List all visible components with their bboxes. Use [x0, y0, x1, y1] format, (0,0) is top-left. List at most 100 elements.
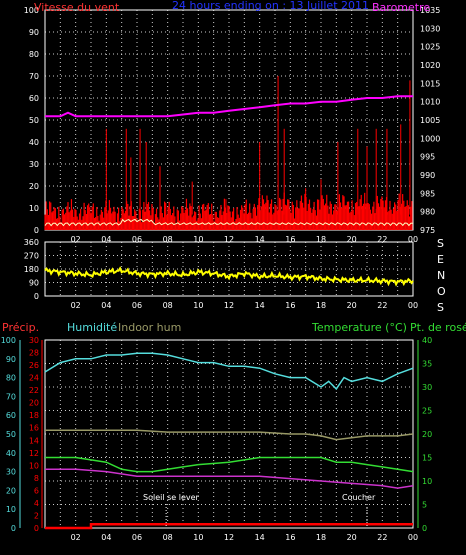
temperature-y-tick-label: 15 — [422, 454, 432, 463]
precip-y-tick-label: 14 — [29, 436, 39, 445]
grid-layer — [45, 10, 413, 528]
baro-y-tick-label: 1015 — [420, 79, 440, 88]
x-tick-label: 04 — [101, 235, 111, 244]
x-tick-label: 10 — [193, 235, 203, 244]
precip-y-tick-label: 26 — [29, 361, 39, 370]
x-tick-label: 14 — [255, 301, 265, 310]
humidity-y-tick-label: 50 — [6, 430, 16, 439]
temperature-label: Temperature (°C) — [311, 321, 407, 334]
temperature-y-tick-label: 0 — [422, 524, 427, 533]
wind-y-tick-label: 70 — [29, 72, 39, 81]
x-tick-label: 14 — [255, 533, 265, 542]
direction-y-tick-label: 90 — [29, 279, 39, 288]
temperature-y-tick-label: 5 — [422, 501, 427, 510]
precip-y-tick-label: 30 — [29, 336, 39, 345]
series-layer — [44, 76, 414, 530]
wind-y-tick-label: 10 — [29, 204, 39, 213]
temperature-y-tick-label: 25 — [422, 407, 432, 416]
humidity-label: Humidité — [67, 321, 117, 334]
indoor-hum-line — [45, 429, 414, 441]
precip-y-tick-label: 18 — [29, 411, 39, 420]
precip-y-tick-label: 12 — [29, 449, 39, 458]
x-tick-label: 00 — [408, 533, 418, 542]
precip-y-tick-label: 22 — [29, 386, 39, 395]
x-tick-label: 12 — [224, 533, 234, 542]
x-tick-label: 08 — [163, 301, 173, 310]
precip-y-tick-label: 16 — [29, 424, 39, 433]
wind-y-tick-label: 40 — [29, 138, 39, 147]
x-tick-label: 22 — [377, 533, 387, 542]
precip-y-tick-label: 2 — [34, 511, 39, 520]
wind-direction-line — [44, 266, 414, 287]
precip-y-tick-label: 20 — [29, 399, 39, 408]
direction-y-tick-label: 180 — [24, 265, 39, 274]
humidity-y-tick-label: 100 — [1, 336, 16, 345]
compass-n: N — [437, 269, 445, 282]
x-tick-label: 18 — [316, 301, 326, 310]
x-tick-label: 06 — [132, 235, 142, 244]
x-tick-label: 18 — [316, 235, 326, 244]
baro-y-tick-label: 995 — [420, 153, 435, 162]
barometer-label: Barometre — [372, 1, 430, 14]
temperature-y-tick-label: 40 — [422, 336, 432, 345]
wind-y-tick-label: 90 — [29, 28, 39, 37]
baro-y-tick-label: 1005 — [420, 116, 440, 125]
humidity-line — [44, 352, 414, 391]
precip-y-tick-label: 0 — [34, 524, 39, 533]
x-tick-label: 02 — [71, 533, 81, 542]
compass-s-top: S — [437, 237, 444, 250]
humidity-y-tick-label: 20 — [6, 486, 16, 495]
precip-y-tick-label: 24 — [29, 374, 39, 383]
baro-y-tick-label: 1035 — [420, 6, 440, 15]
humidity-y-tick-label: 0 — [11, 524, 16, 533]
precip-y-tick-label: 4 — [34, 499, 39, 508]
direction-y-tick-label: 270 — [24, 252, 39, 261]
compass-e: E — [437, 253, 444, 266]
temperature-y-tick-label: 35 — [422, 360, 432, 369]
axis-layer: 0102030405060708090100975980985990995100… — [1, 6, 441, 542]
x-tick-label: 06 — [132, 301, 142, 310]
baro-y-tick-label: 990 — [420, 171, 435, 180]
wind-low-line — [44, 218, 414, 227]
x-tick-label: 06 — [132, 533, 142, 542]
x-tick-label: 16 — [285, 533, 295, 542]
x-tick-label: 18 — [316, 533, 326, 542]
temperature-line — [45, 456, 414, 473]
precip-label: Précip. — [2, 321, 39, 334]
wind-y-tick-label: 60 — [29, 94, 39, 103]
x-tick-label: 08 — [163, 533, 173, 542]
x-tick-label: 00 — [408, 235, 418, 244]
x-tick-label: 04 — [101, 533, 111, 542]
dewpoint-label: Pt. de rosée — [410, 321, 466, 334]
humidity-y-tick-label: 40 — [6, 449, 16, 458]
chart-title: 24 hours ending on : 13 Juillet 2011 — [172, 0, 369, 12]
x-tick-label: 12 — [224, 235, 234, 244]
barometer-line — [45, 95, 413, 118]
x-tick-label: 10 — [193, 301, 203, 310]
temperature-y-tick-label: 20 — [422, 430, 432, 439]
x-tick-label: 20 — [347, 301, 357, 310]
precip-y-tick-label: 28 — [29, 349, 39, 358]
x-tick-label: 04 — [101, 301, 111, 310]
compass-o: O — [437, 285, 446, 298]
dewpoint-line — [45, 468, 414, 489]
sunrise-label: Soleil se lever — [143, 493, 200, 502]
precip-y-tick-label: 8 — [34, 474, 39, 483]
x-tick-label: 22 — [377, 301, 387, 310]
x-tick-label: 02 — [71, 301, 81, 310]
x-tick-label: 08 — [163, 235, 173, 244]
baro-y-tick-label: 980 — [420, 208, 435, 217]
temperature-y-tick-label: 10 — [422, 477, 432, 486]
x-tick-label: 22 — [377, 235, 387, 244]
humidity-y-tick-label: 60 — [6, 411, 16, 420]
baro-y-tick-label: 1025 — [420, 43, 440, 52]
x-tick-label: 10 — [193, 533, 203, 542]
humidity-y-tick-label: 70 — [6, 392, 16, 401]
direction-y-tick-label: 360 — [24, 238, 39, 247]
wind-y-tick-label: 100 — [24, 6, 39, 15]
baro-y-tick-label: 1010 — [420, 98, 440, 107]
wind-y-tick-label: 30 — [29, 160, 39, 169]
precip-y-tick-label: 10 — [29, 461, 39, 470]
x-tick-label: 16 — [285, 301, 295, 310]
